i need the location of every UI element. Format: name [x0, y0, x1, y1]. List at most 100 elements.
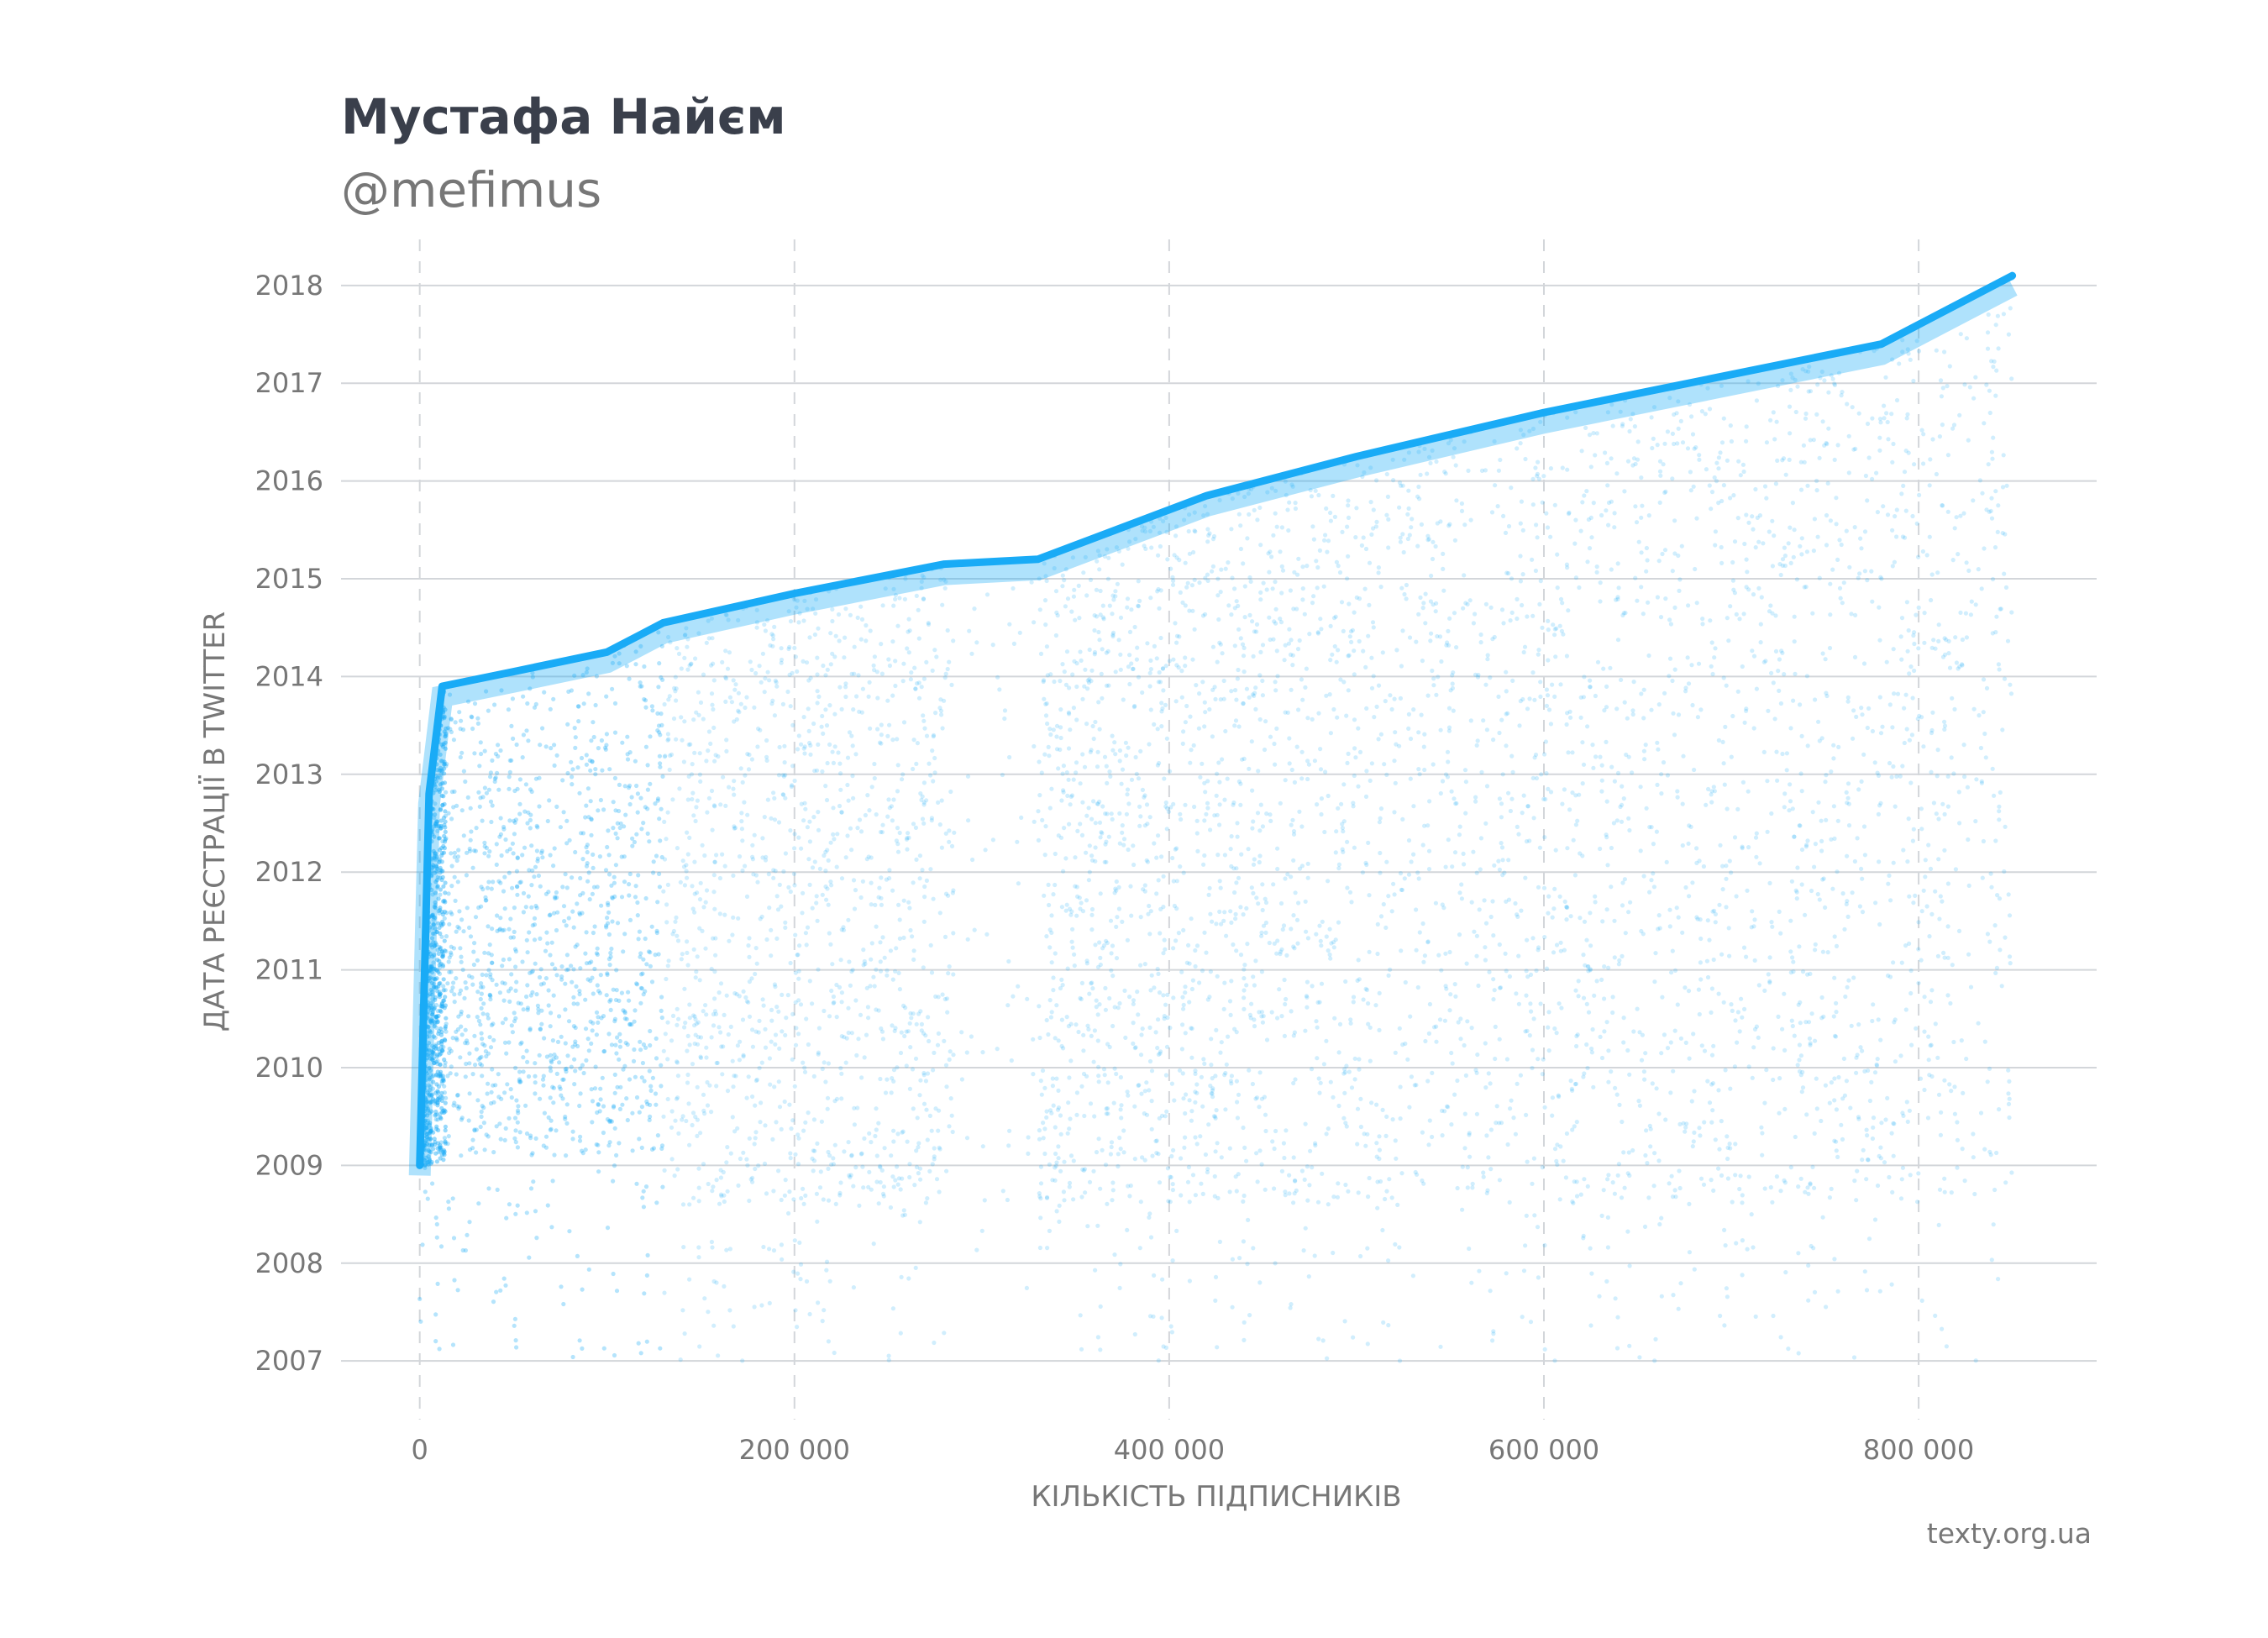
- follower-point: [1864, 1127, 1869, 1132]
- follower-point: [895, 842, 900, 847]
- follower-point: [656, 952, 661, 957]
- follower-point: [1757, 861, 1762, 866]
- follower-point: [1536, 1057, 1541, 1062]
- follower-point: [1305, 995, 1310, 1000]
- follower-point: [1723, 1068, 1728, 1073]
- follower-point: [949, 682, 954, 688]
- follower-point: [1336, 648, 1341, 653]
- follower-point: [1406, 488, 1411, 493]
- follower-point: [839, 990, 845, 995]
- follower-point: [1657, 1221, 1662, 1227]
- follower-point: [862, 1136, 867, 1141]
- follower-point: [714, 853, 719, 858]
- follower-point: [606, 932, 612, 937]
- follower-point: [736, 690, 742, 696]
- follower-point: [907, 906, 912, 911]
- follower-point: [896, 970, 901, 975]
- follower-point: [1005, 1003, 1011, 1008]
- follower-point: [599, 738, 605, 743]
- follower-point: [1474, 743, 1479, 748]
- follower-point: [1889, 412, 1894, 417]
- follower-point: [1311, 537, 1316, 542]
- follower-point: [1933, 646, 1938, 651]
- follower-point: [921, 965, 926, 970]
- follower-point: [1346, 554, 1351, 559]
- follower-point: [1404, 582, 1409, 588]
- follower-point: [1850, 405, 1855, 410]
- follower-point: [1212, 1173, 1217, 1179]
- follower-point: [1845, 899, 1850, 904]
- follower-point: [826, 1198, 832, 1203]
- follower-point: [1551, 622, 1556, 627]
- follower-point: [420, 1242, 425, 1247]
- follower-point: [807, 740, 812, 746]
- follower-point: [1740, 1273, 1745, 1278]
- follower-point: [1084, 593, 1089, 598]
- follower-point: [1930, 437, 1935, 442]
- follower-point: [1803, 411, 1809, 417]
- follower-point: [1790, 501, 1795, 506]
- follower-point: [931, 896, 936, 901]
- follower-point: [693, 1115, 698, 1120]
- follower-point: [908, 1011, 913, 1016]
- follower-point: [1245, 1262, 1250, 1267]
- follower-point: [549, 1126, 554, 1131]
- follower-point: [772, 713, 778, 718]
- follower-point: [1638, 848, 1643, 853]
- follower-point: [560, 1096, 565, 1101]
- follower-point: [1636, 539, 1641, 544]
- follower-point: [2008, 961, 2013, 966]
- follower-point: [513, 1211, 518, 1216]
- follower-point: [1698, 917, 1703, 922]
- follower-point: [1260, 678, 1265, 684]
- follower-point: [799, 846, 804, 851]
- follower-point: [929, 1128, 934, 1133]
- follower-point: [1381, 1320, 1386, 1325]
- follower-point: [1776, 383, 1781, 389]
- follower-point: [517, 1079, 522, 1084]
- follower-point: [1079, 1194, 1084, 1200]
- follower-point: [429, 926, 435, 931]
- follower-point: [1993, 838, 1998, 843]
- follower-point: [938, 577, 943, 582]
- follower-point: [612, 1163, 617, 1168]
- follower-point: [1992, 793, 1997, 798]
- follower-point: [1163, 1114, 1168, 1119]
- follower-point: [1384, 471, 1389, 477]
- follower-point: [874, 1007, 879, 1012]
- follower-point: [1345, 885, 1350, 890]
- follower-point: [1183, 664, 1188, 669]
- follower-point: [1085, 1023, 1090, 1028]
- follower-point: [1834, 522, 1839, 527]
- follower-point: [500, 963, 505, 969]
- follower-point: [1437, 1017, 1443, 1022]
- follower-point: [792, 883, 797, 888]
- follower-point: [1837, 585, 1843, 591]
- follower-point: [1746, 1174, 1751, 1179]
- follower-point: [632, 1047, 637, 1053]
- follower-point: [666, 697, 671, 702]
- follower-point: [1506, 897, 1512, 902]
- follower-point: [1886, 881, 1891, 886]
- follower-point: [706, 729, 712, 734]
- follower-point: [564, 1102, 570, 1107]
- follower-point: [2000, 485, 2006, 490]
- follower-point: [1171, 946, 1176, 951]
- follower-point: [1871, 1116, 1877, 1121]
- follower-point: [1236, 724, 1242, 729]
- follower-point: [1462, 573, 1467, 578]
- follower-point: [1446, 759, 1451, 764]
- follower-point: [1148, 667, 1153, 672]
- follower-point: [1061, 1046, 1066, 1051]
- follower-point: [558, 825, 564, 830]
- follower-point: [1829, 1186, 1834, 1191]
- follower-point: [1352, 610, 1357, 615]
- follower-point: [612, 1019, 617, 1024]
- follower-point: [538, 884, 543, 889]
- follower-point: [1238, 781, 1243, 786]
- follower-point: [868, 984, 873, 989]
- follower-point: [1677, 1185, 1683, 1191]
- follower-point: [656, 723, 662, 728]
- follower-point: [452, 850, 458, 855]
- follower-point: [859, 1151, 864, 1156]
